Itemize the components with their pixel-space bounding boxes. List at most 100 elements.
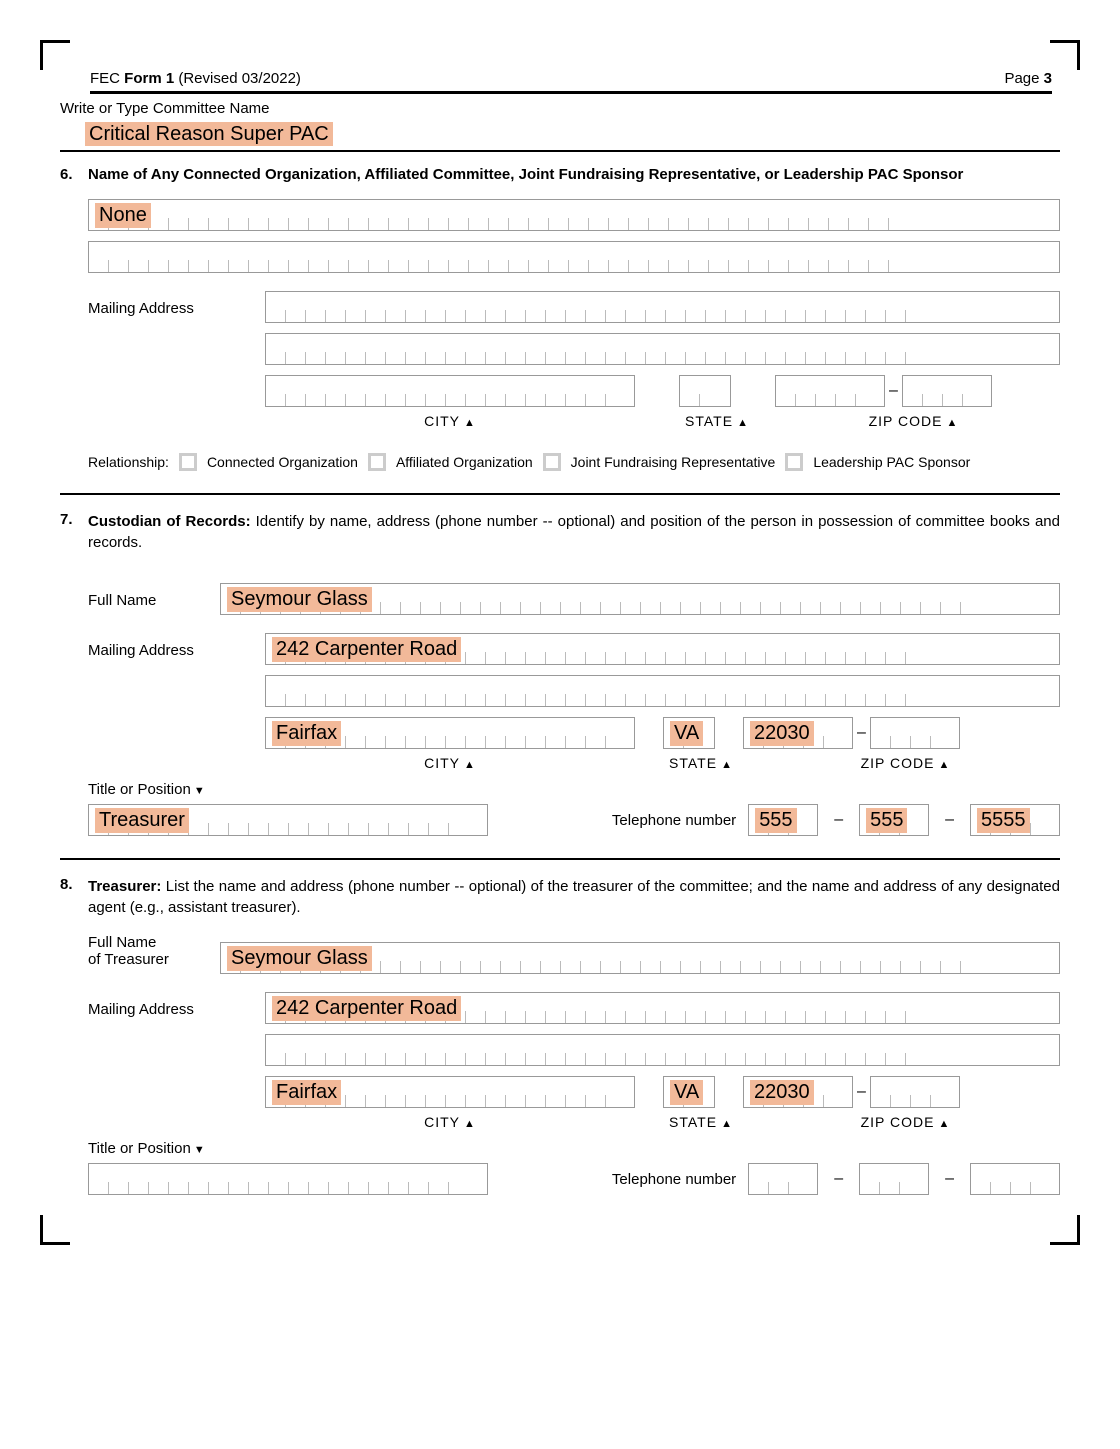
treasurer-state: VA — [670, 1080, 703, 1105]
zip-field[interactable] — [775, 375, 885, 407]
treasurer-phone-label: Telephone number — [612, 1171, 736, 1188]
page-header: FEC Form 1 (Revised 03/2022) Page 3 — [90, 70, 1052, 94]
state-field[interactable] — [679, 375, 731, 407]
section-8-title: Treasurer: — [88, 878, 161, 895]
opt-leadership: Leadership PAC Sponsor — [813, 454, 970, 470]
custodian-state: VA — [670, 721, 703, 746]
section-7-title: Custodian of Records: — [88, 513, 251, 530]
custodian-city: Fairfax — [272, 721, 341, 746]
checkbox-joint[interactable] — [543, 453, 561, 471]
dash: – — [941, 1170, 958, 1188]
dash: – — [941, 811, 958, 829]
dash: – — [830, 1170, 847, 1188]
phone2: 555 — [866, 808, 907, 833]
form-prefix: FEC — [90, 70, 120, 87]
crop-mark — [40, 40, 70, 70]
custodian-city-field[interactable]: Fairfax document.write(Array(18).fill('<… — [265, 717, 635, 749]
treasurer-addr1: 242 Carpenter Road — [272, 996, 461, 1021]
section-divider — [60, 858, 1060, 860]
form-page: FEC Form 1 (Revised 03/2022) Page 3 Writ… — [40, 40, 1080, 1245]
treasurer-fullname-field[interactable]: Seymour Glass document.write(Array(38).f… — [220, 942, 1060, 974]
treasurer-zip: 22030 — [750, 1080, 814, 1105]
custodian-mailing-label: Mailing Address — [88, 642, 253, 665]
section-8-desc: List the name and address (phone number … — [88, 878, 1060, 916]
section-divider — [60, 493, 1060, 495]
fullname-label: Full Name — [88, 592, 208, 615]
committee-name: Critical Reason Super PAC — [85, 122, 333, 146]
treasurer-zip-field[interactable]: 22030 — [743, 1076, 853, 1108]
custodian-state-field[interactable]: VA — [663, 717, 715, 749]
treasurer-addr2-field[interactable]: document.write(Array(33).fill('<span cla… — [265, 1034, 1060, 1066]
treasurer-fullname-label1: Full Name — [88, 934, 156, 951]
checkbox-leadership[interactable] — [785, 453, 803, 471]
custodian-title-field[interactable]: Treasurer document.write(Array(19).fill(… — [88, 804, 488, 836]
treasurer-fullname: Seymour Glass — [227, 946, 372, 971]
city-field[interactable]: document.write(Array(18).fill('<span cla… — [265, 375, 635, 407]
treasurer-addr1-field[interactable]: 242 Carpenter Road document.write(Array(… — [265, 992, 1060, 1024]
dash: – — [885, 382, 902, 400]
treasurer-state-field[interactable]: VA — [663, 1076, 715, 1108]
zip4-field[interactable] — [902, 375, 992, 407]
mailing-address-label: Mailing Address — [88, 300, 253, 323]
dash: – — [853, 1083, 870, 1101]
org-name-field[interactable]: None document.write(Array(41).fill('<spa… — [88, 199, 1060, 231]
phone1: 555 — [755, 808, 796, 833]
section-8-number: 8. — [60, 876, 78, 893]
custodian-addr1-field[interactable]: 242 Carpenter Road document.write(Array(… — [265, 633, 1060, 665]
dash: – — [853, 724, 870, 742]
treasurer-phone-1[interactable] — [748, 1163, 818, 1195]
treasurer-zip4-field[interactable] — [870, 1076, 960, 1108]
treasurer-city: Fairfax — [272, 1080, 341, 1105]
state-caption: STATE — [667, 413, 767, 429]
phone-3[interactable]: 5555 — [970, 804, 1060, 836]
treasurer-phone-3[interactable] — [970, 1163, 1060, 1195]
custodian-zip: 22030 — [750, 721, 814, 746]
custodian-title: Treasurer — [95, 808, 189, 833]
custodian-zip4-field[interactable] — [870, 717, 960, 749]
phone-1[interactable]: 555 — [748, 804, 818, 836]
form-name: Form 1 — [124, 70, 174, 87]
city-caption: CITY — [265, 755, 635, 771]
state-caption: STATE — [651, 1114, 751, 1130]
relationship-label: Relationship: — [88, 454, 169, 470]
mailing-address-2[interactable]: document.write(Array(33).fill('<span cla… — [265, 333, 1060, 365]
opt-joint: Joint Fundraising Representative — [571, 454, 776, 470]
custodian-zip-field[interactable]: 22030 — [743, 717, 853, 749]
org-name-value: None — [95, 203, 151, 228]
zip-caption: ZIP CODE — [767, 413, 1060, 429]
dash: – — [830, 811, 847, 829]
crop-mark — [1050, 1215, 1080, 1245]
custodian-addr2-field[interactable]: document.write(Array(33).fill('<span cla… — [265, 675, 1060, 707]
treasurer-title-label: Title or Position — [88, 1140, 1060, 1157]
phone-2[interactable]: 555 — [859, 804, 929, 836]
state-caption: STATE — [651, 755, 751, 771]
checkbox-connected[interactable] — [179, 453, 197, 471]
committee-name-label: Write or Type Committee Name — [60, 100, 1060, 117]
custodian-fullname: Seymour Glass — [227, 587, 372, 612]
opt-affiliated: Affiliated Organization — [396, 454, 533, 470]
mailing-address-1[interactable]: document.write(Array(33).fill('<span cla… — [265, 291, 1060, 323]
city-caption: CITY — [265, 1114, 635, 1130]
checkbox-affiliated[interactable] — [368, 453, 386, 471]
form-revised: (Revised 03/2022) — [178, 70, 301, 87]
treasurer-fullname-label2: of Treasurer — [88, 951, 169, 968]
custodian-addr1: 242 Carpenter Road — [272, 637, 461, 662]
treasurer-title-field[interactable]: document.write(Array(19).fill('<span cla… — [88, 1163, 488, 1195]
zip-caption: ZIP CODE — [751, 755, 1060, 771]
page-label: Page — [1004, 70, 1039, 87]
treasurer-phone-2[interactable] — [859, 1163, 929, 1195]
phone-label: Telephone number — [612, 812, 736, 829]
title-position-label: Title or Position — [88, 781, 1060, 798]
page-number: 3 — [1044, 70, 1052, 87]
relationship-row: Relationship: Connected Organization Aff… — [88, 453, 1060, 471]
org-name-field-2[interactable]: document.write(Array(41).fill('<span cla… — [88, 241, 1060, 273]
custodian-fullname-field[interactable]: Seymour Glass document.write(Array(38).f… — [220, 583, 1060, 615]
crop-mark — [40, 1215, 70, 1245]
city-caption: CITY — [265, 413, 635, 429]
treasurer-city-field[interactable]: Fairfax document.write(Array(18).fill('<… — [265, 1076, 635, 1108]
phone3: 5555 — [977, 808, 1030, 833]
treasurer-mailing-label: Mailing Address — [88, 1001, 253, 1024]
opt-connected: Connected Organization — [207, 454, 358, 470]
section-6-number: 6. — [60, 166, 78, 183]
section-6-title: Name of Any Connected Organization, Affi… — [88, 166, 1060, 183]
